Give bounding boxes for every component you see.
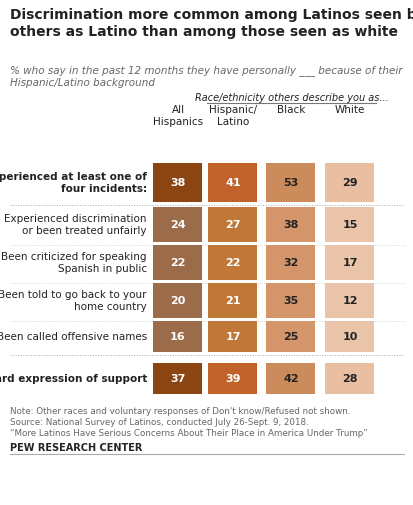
Text: 20: 20 — [170, 295, 185, 306]
Text: Race/ethnicity others describe you as...: Race/ethnicity others describe you as... — [194, 93, 387, 103]
Text: 38: 38 — [282, 220, 298, 230]
Text: PEW RESEARCH CENTER: PEW RESEARCH CENTER — [10, 442, 142, 452]
Text: 17: 17 — [342, 258, 357, 268]
Text: 39: 39 — [225, 373, 240, 383]
Bar — [153, 164, 202, 203]
Text: 29: 29 — [342, 178, 357, 188]
Bar — [266, 245, 314, 280]
Bar — [266, 321, 314, 352]
Text: Experienced discrimination
or been treated unfairly: Experienced discrimination or been treat… — [5, 214, 147, 235]
Text: 22: 22 — [170, 258, 185, 268]
Text: 32: 32 — [282, 258, 298, 268]
Text: 41: 41 — [225, 178, 240, 188]
Text: Been told to go back to your
home country: Been told to go back to your home countr… — [0, 290, 147, 311]
Text: 38: 38 — [170, 178, 185, 188]
Text: Heard expression of support: Heard expression of support — [0, 373, 147, 383]
Text: 16: 16 — [170, 331, 185, 341]
Text: White: White — [334, 105, 364, 115]
Text: Black: Black — [276, 105, 304, 115]
Text: 17: 17 — [225, 331, 240, 341]
Bar — [266, 363, 314, 394]
Bar — [324, 321, 373, 352]
Text: 37: 37 — [170, 373, 185, 383]
Bar — [324, 283, 373, 318]
Text: 24: 24 — [170, 220, 185, 230]
Bar — [207, 283, 256, 318]
Text: 53: 53 — [282, 178, 298, 188]
Bar — [266, 164, 314, 203]
Text: 42: 42 — [282, 373, 298, 383]
Text: Note: Other races and voluntary responses of Don't know/Refused not shown.: Note: Other races and voluntary response… — [10, 406, 349, 415]
Bar — [324, 208, 373, 242]
Bar — [207, 164, 256, 203]
Bar — [153, 245, 202, 280]
Bar — [153, 363, 202, 394]
Text: 10: 10 — [342, 331, 357, 341]
Bar — [266, 208, 314, 242]
Text: Source: National Survey of Latinos, conducted July 26-Sept. 9, 2018.: Source: National Survey of Latinos, cond… — [10, 417, 308, 426]
Text: 22: 22 — [225, 258, 240, 268]
Text: 12: 12 — [342, 295, 357, 306]
Bar — [324, 164, 373, 203]
Bar — [266, 283, 314, 318]
Text: Been criticized for speaking
Spanish in public: Been criticized for speaking Spanish in … — [2, 251, 147, 273]
Text: All
Hispanics: All Hispanics — [152, 105, 202, 126]
Bar — [153, 321, 202, 352]
Bar — [324, 245, 373, 280]
Text: “More Latinos Have Serious Concerns About Their Place in America Under Trump”: “More Latinos Have Serious Concerns Abou… — [10, 428, 367, 437]
Bar — [324, 363, 373, 394]
Text: 15: 15 — [342, 220, 357, 230]
Text: 21: 21 — [225, 295, 240, 306]
Text: Hispanic/
Latino: Hispanic/ Latino — [209, 105, 256, 126]
Bar — [153, 208, 202, 242]
Text: 25: 25 — [282, 331, 298, 341]
Bar — [207, 208, 256, 242]
Text: 28: 28 — [342, 373, 357, 383]
Text: Been called offensive names: Been called offensive names — [0, 331, 147, 341]
Bar — [207, 245, 256, 280]
Bar — [207, 321, 256, 352]
Text: Experienced at least one of
four incidents:: Experienced at least one of four inciden… — [0, 172, 147, 193]
Bar — [153, 283, 202, 318]
Text: % who say in the past 12 months they have personally ___ because of their
Hispan: % who say in the past 12 months they hav… — [10, 65, 401, 88]
Bar — [207, 363, 256, 394]
Text: 27: 27 — [225, 220, 240, 230]
Text: 35: 35 — [282, 295, 298, 306]
Text: Discrimination more common among Latinos seen by
others as Latino than among tho: Discrimination more common among Latinos… — [10, 8, 413, 39]
